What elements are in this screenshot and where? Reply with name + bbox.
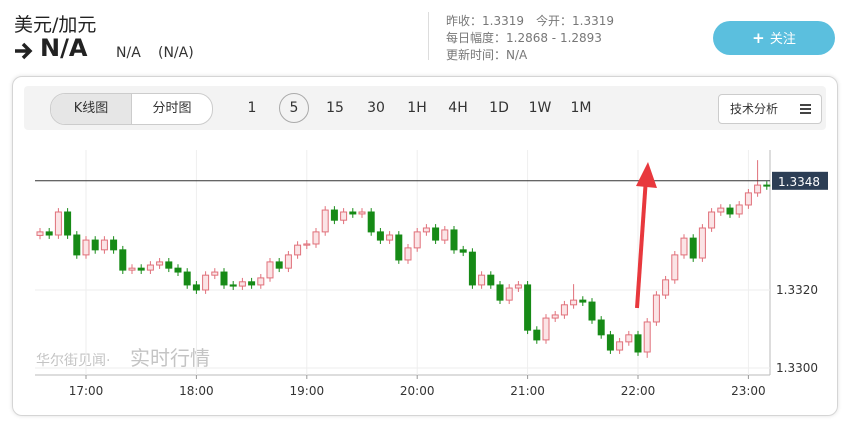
tech-analysis-button[interactable]: 技术分析: [718, 94, 790, 124]
separator: [428, 12, 429, 60]
change-percent: (N/A): [158, 45, 194, 61]
period[interactable]: 5: [279, 93, 309, 123]
stat: 每日幅度：1.2868 - 1.2893: [446, 31, 602, 45]
tab[interactable]: K线图: [51, 94, 131, 124]
menu-button[interactable]: [789, 94, 822, 124]
stat: 今开：1.3319: [536, 14, 614, 28]
tabs: K线图 分时图: [50, 93, 213, 125]
period[interactable]: 1M: [570, 100, 592, 116]
period[interactable]: 1: [247, 100, 257, 116]
change: N/A: [116, 45, 141, 61]
stat: 昨收：1.3319: [446, 14, 524, 28]
period[interactable]: 15: [326, 100, 344, 116]
follow-label: 关注: [769, 32, 796, 47]
period[interactable]: 1W: [528, 100, 552, 116]
period[interactable]: 1H: [407, 100, 427, 116]
period[interactable]: 30: [367, 100, 385, 116]
tab[interactable]: 分时图: [131, 94, 212, 124]
period[interactable]: 1D: [489, 100, 509, 116]
arrow-icon: [15, 42, 33, 60]
pair-name: 美元/加元: [14, 14, 97, 36]
chart-card: [12, 76, 838, 416]
menu-icon: [800, 104, 811, 114]
follow-button[interactable]: + 关注: [713, 21, 835, 55]
price: N/A: [40, 34, 88, 62]
stat: 更新时间：N/A: [446, 48, 528, 62]
period[interactable]: 4H: [448, 100, 468, 116]
